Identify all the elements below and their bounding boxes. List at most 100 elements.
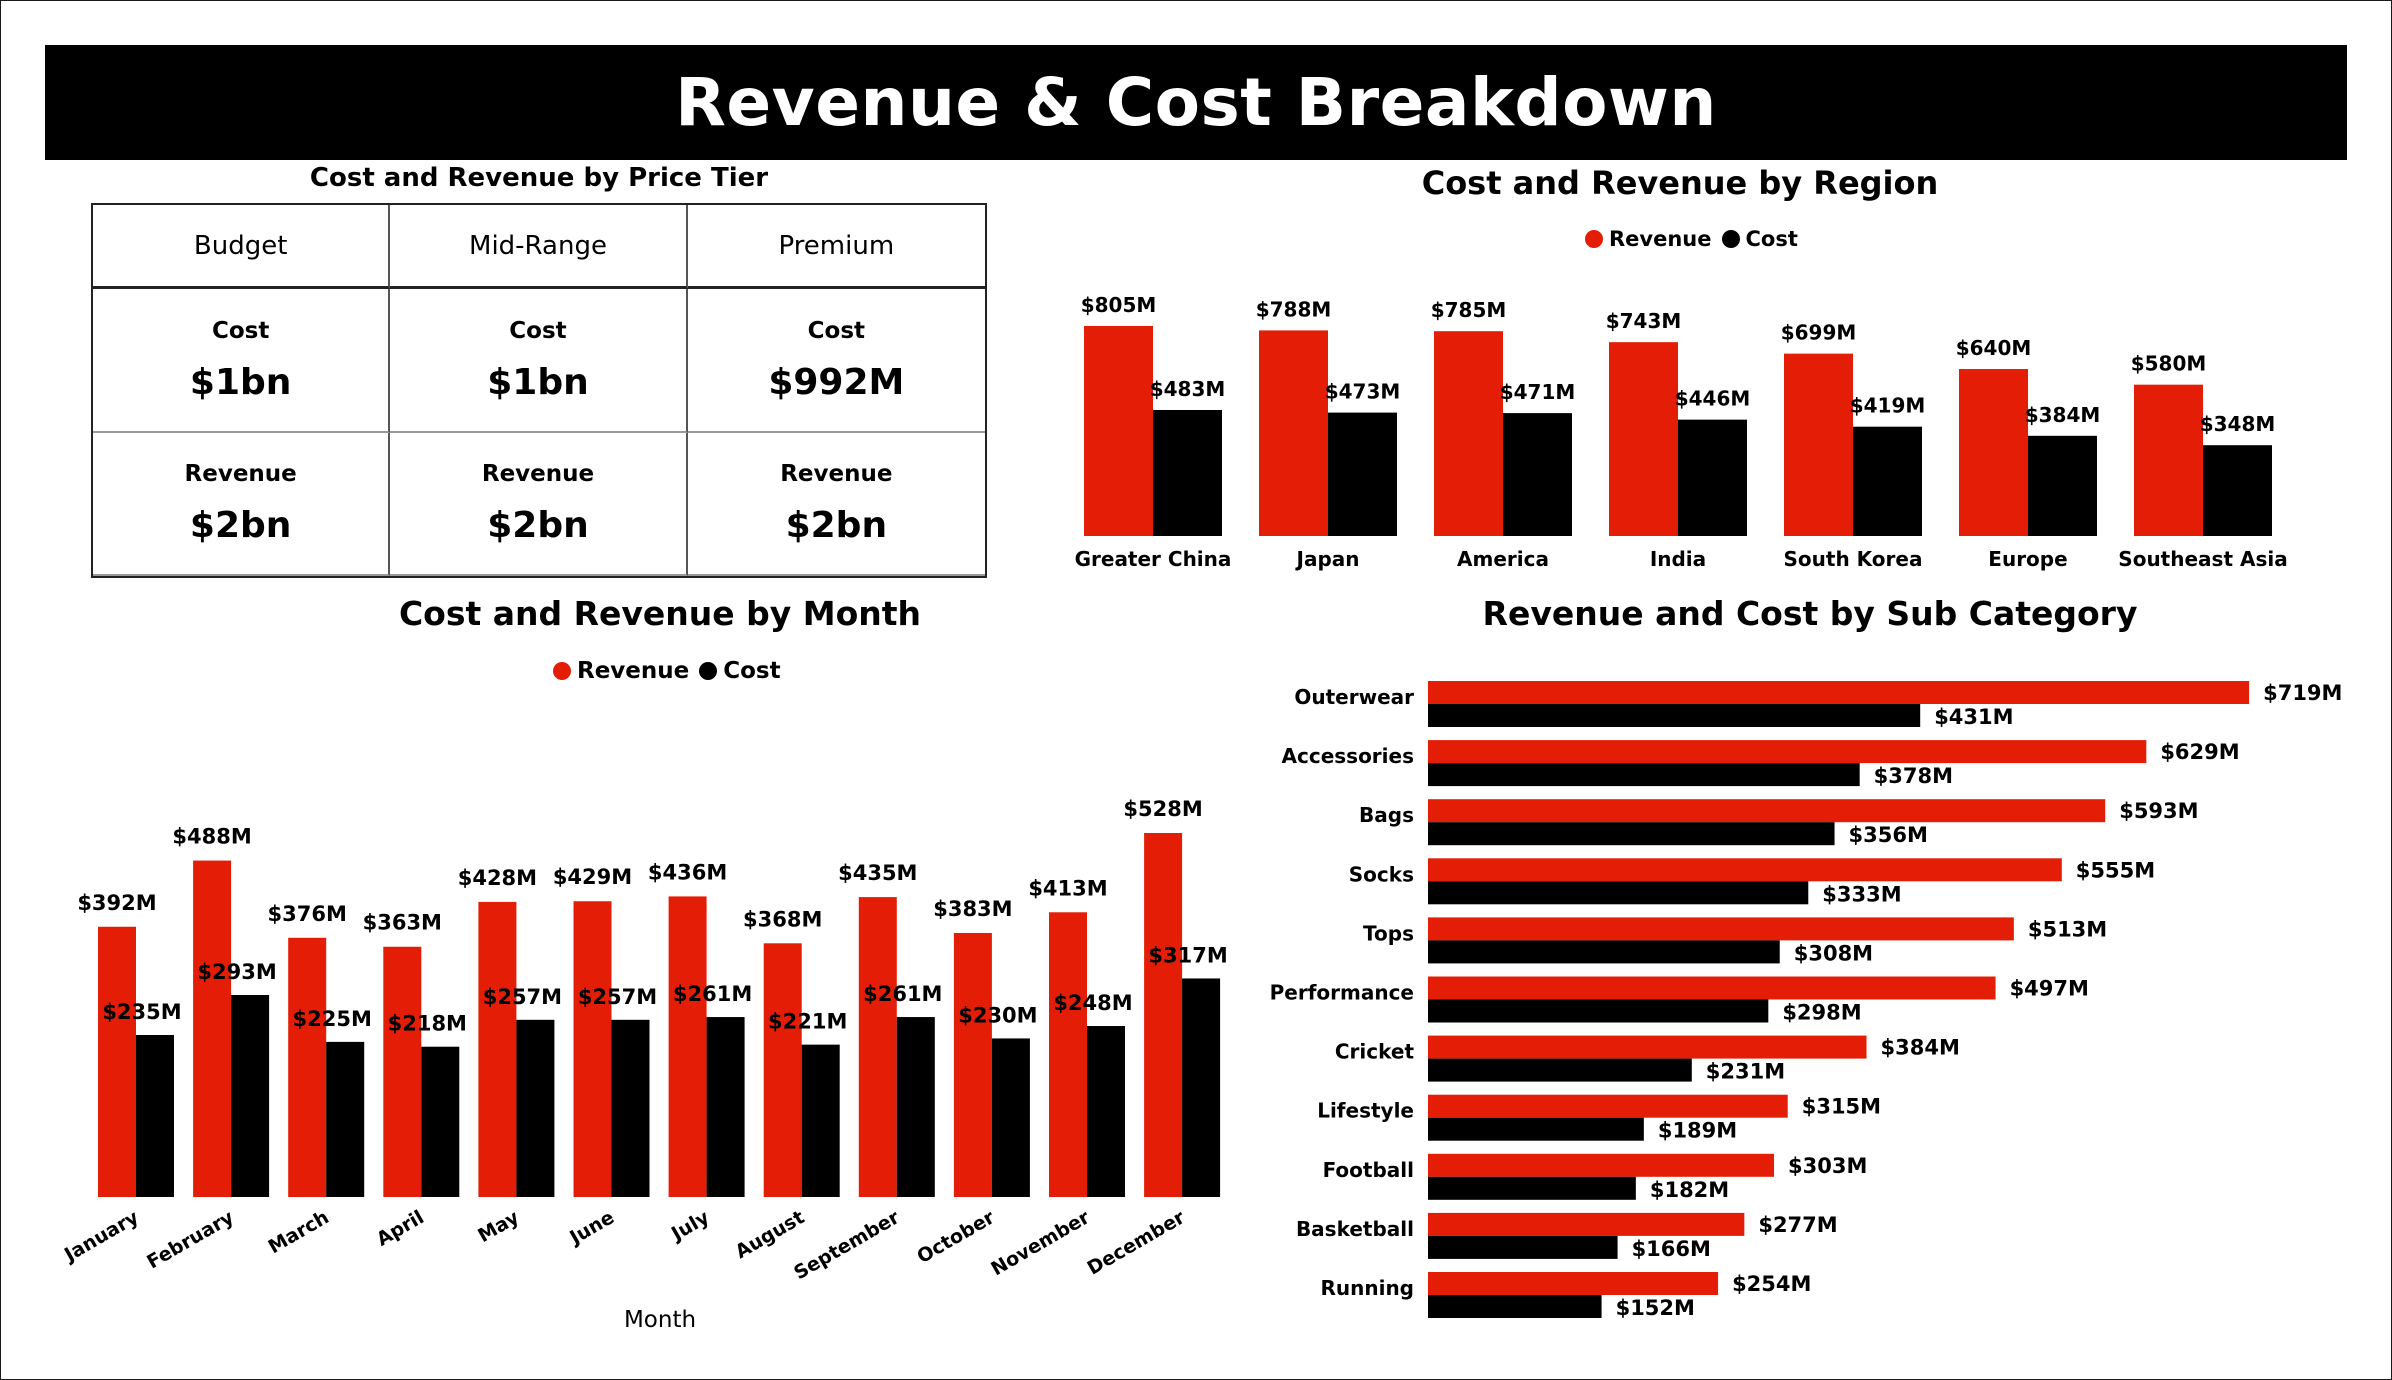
bar-cost-june [611,1019,650,1197]
bar-cost-may [516,1019,555,1197]
category-label: Greater China [1075,547,1232,571]
bar-revenue-southeast-asia [2134,384,2203,536]
cost-dot-icon [1721,230,1740,248]
data-label-cost: $308M [1794,941,1873,965]
revenue-value: $2bn [785,505,888,546]
bar-cost-japan [1328,412,1397,536]
bar-revenue-april [383,946,422,1197]
category-label: May [474,1206,523,1247]
data-label-revenue: $699M [1781,321,1857,345]
data-label-cost: $317M [1148,943,1227,967]
bar-revenue-outerwear [1428,681,2250,704]
bar-revenue-greater-china [1084,325,1153,536]
data-label-cost: $218M [388,1012,467,1036]
category-label: India [1650,547,1706,571]
category-label: August [732,1206,809,1263]
category-label: April [373,1206,428,1250]
category-label: Outerwear [1294,685,1414,709]
data-label-revenue: $392M [77,891,156,915]
price-tier-table: Budget Mid-Range Premium Cost $1bn Cost … [91,203,987,578]
bar-revenue-march [288,937,327,1197]
bar-cost-socks [1428,881,1809,905]
tier-revenue-cell-mid-range: Revenue $2bn [390,433,688,576]
data-label-cost: $257M [483,985,562,1009]
tier-cost-cell-premium: Cost $992M [687,289,985,433]
data-label-cost: $257M [578,985,657,1009]
data-label-revenue: $528M [1123,797,1202,821]
cost-value: $1bn [487,361,589,403]
category-label: Accessories [1282,744,1415,768]
data-label-cost: $261M [673,982,752,1006]
tier-revenue-cell-premium: Revenue $2bn [687,433,985,576]
region-chart: $805M $483M Greater China $788M $473M Japan $7… [1075,293,2288,571]
revenue-value: $2bn [189,505,292,546]
data-label-revenue: $555M [2076,858,2155,882]
data-label-cost: $230M [958,1003,1037,1027]
legend-label-revenue: Revenue [577,658,690,684]
bar-cost-cricket [1428,1058,1692,1082]
price-tier-title: Cost and Revenue by Price Tier [309,163,769,193]
bar-revenue-may [478,901,517,1197]
category-label: January [59,1206,143,1267]
data-label-cost: $473M [1325,380,1401,404]
data-label-cost: $356M [1849,823,1928,847]
bar-cost-lifestyle [1428,1117,1644,1141]
data-label-cost: $166M [1632,1237,1711,1261]
bar-revenue-june [573,901,612,1197]
data-label-cost: $431M [1934,705,2013,729]
category-label: Running [1320,1276,1414,1300]
bar-cost-september [896,1017,935,1197]
region-legend: Revenue Cost [1585,227,1808,251]
bar-revenue-lifestyle [1428,1094,1788,1118]
data-label-revenue: $363M [363,911,442,935]
data-label-cost: $221M [768,1010,847,1034]
bar-cost-january [136,1034,174,1197]
bar-cost-southeast-asia [2203,445,2272,536]
data-label-revenue: $384M [1881,1036,1960,1060]
cost-value: $992M [768,361,905,403]
category-label: Lifestyle [1317,1099,1414,1123]
bar-cost-performance [1428,999,1769,1023]
category-label: Cricket [1335,1040,1415,1064]
bar-cost-greater-china [1153,409,1222,536]
tier-header-mid-range: Mid-Range [390,205,688,289]
category-label: February [143,1206,238,1273]
bar-cost-bags [1428,822,1835,846]
data-label-cost: $225M [293,1007,372,1031]
category-label: Basketball [1296,1217,1414,1241]
bar-revenue-november [1049,912,1087,1197]
data-label-revenue: $368M [743,907,822,931]
data-label-revenue: $429M [553,865,632,889]
revenue-dot-icon [553,662,571,680]
revenue-label: Revenue [780,461,893,487]
data-label-cost: $235M [102,1000,181,1024]
data-label-revenue: $743M [1606,309,1682,333]
data-label-revenue: $805M [1081,293,1157,317]
data-label-revenue: $303M [1788,1154,1867,1178]
month-legend: Revenue Cost [553,658,791,684]
category-label: Europe [1988,547,2067,571]
category-label: March [265,1206,333,1258]
data-label-revenue: $719M [2263,681,2342,705]
bar-cost-december [1182,978,1221,1197]
bar-cost-tops [1428,940,1780,964]
data-label-revenue: $593M [2119,799,2198,823]
data-label-cost: $471M [1500,380,1576,404]
bar-revenue-december [1144,832,1183,1197]
bar-revenue-japan [1259,330,1328,536]
bar-revenue-south-korea [1784,353,1853,536]
revenue-value: $2bn [487,505,589,546]
bar-cost-november [1087,1026,1125,1197]
data-label-revenue: $629M [2160,740,2239,764]
category-label: Bags [1359,803,1414,827]
legend-item-cost: Cost [699,658,781,684]
bar-cost-august [801,1044,840,1197]
data-label-revenue: $497M [2010,977,2089,1001]
bar-cost-europe [2028,435,2097,536]
data-label-cost: $231M [1706,1060,1785,1084]
legend-label-cost: Cost [723,658,781,684]
bar-revenue-europe [1959,369,2028,536]
data-label-revenue: $436M [648,860,727,884]
bar-cost-february [231,995,270,1197]
bar-cost-india [1678,419,1747,536]
